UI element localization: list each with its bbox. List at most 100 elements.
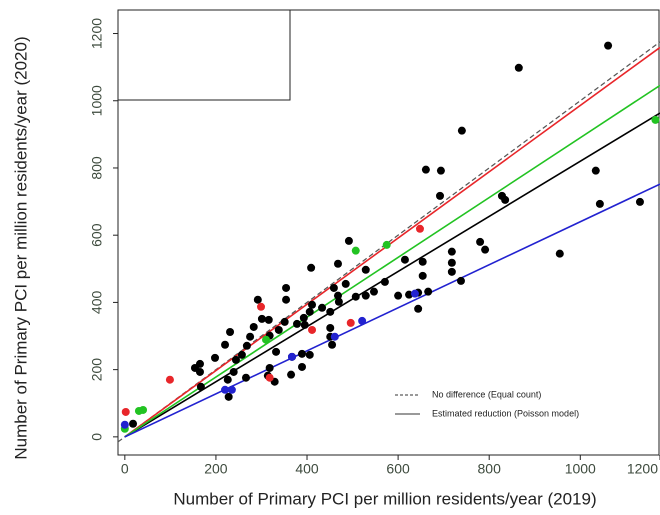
point bbox=[595, 199, 604, 208]
point bbox=[414, 304, 423, 313]
fit-line bbox=[124, 183, 660, 438]
point bbox=[231, 355, 240, 364]
point bbox=[257, 302, 266, 311]
fit-line bbox=[124, 84, 660, 438]
point bbox=[221, 340, 230, 349]
y-tick-label: 600 bbox=[89, 223, 105, 247]
point bbox=[333, 291, 342, 300]
point bbox=[253, 295, 262, 304]
point bbox=[326, 307, 335, 316]
point bbox=[264, 315, 273, 324]
point bbox=[418, 271, 427, 280]
x-tick-label: 200 bbox=[204, 461, 228, 477]
point bbox=[129, 419, 138, 428]
x-tick-label: 1200 bbox=[627, 461, 658, 477]
point bbox=[139, 405, 148, 414]
point bbox=[300, 320, 309, 329]
point bbox=[305, 350, 314, 359]
point bbox=[341, 279, 350, 288]
point bbox=[165, 375, 174, 384]
point bbox=[651, 115, 660, 124]
point bbox=[308, 325, 317, 334]
point bbox=[456, 276, 465, 285]
point bbox=[196, 382, 205, 391]
point bbox=[457, 126, 466, 135]
y-axis-title: Number of Primary PCI per million reside… bbox=[11, 36, 30, 459]
point bbox=[555, 249, 564, 258]
point bbox=[436, 191, 445, 200]
point bbox=[280, 317, 289, 326]
point bbox=[262, 335, 271, 344]
point bbox=[344, 236, 353, 245]
point bbox=[334, 297, 343, 306]
point bbox=[358, 316, 367, 325]
point bbox=[224, 392, 233, 401]
legend-fit: Estimated reduction (Poisson model) bbox=[432, 408, 579, 418]
legend-box bbox=[117, 9, 291, 101]
point bbox=[410, 289, 419, 298]
point bbox=[361, 291, 370, 300]
point bbox=[635, 197, 644, 206]
x-tick-label: 600 bbox=[386, 461, 410, 477]
x-tick-label: 400 bbox=[295, 461, 319, 477]
point bbox=[246, 332, 255, 341]
point bbox=[369, 287, 378, 296]
point bbox=[415, 224, 424, 233]
point bbox=[318, 303, 327, 312]
y-tick-label: 400 bbox=[89, 291, 105, 315]
fit-line bbox=[124, 46, 660, 438]
point bbox=[481, 245, 490, 254]
point bbox=[447, 247, 456, 256]
point bbox=[298, 349, 307, 358]
point bbox=[380, 277, 389, 286]
point bbox=[237, 350, 246, 359]
point bbox=[436, 166, 445, 175]
fit-legend: No difference (Equal count) Estimated re… bbox=[395, 389, 579, 418]
point bbox=[418, 257, 427, 266]
point bbox=[351, 292, 360, 301]
point bbox=[305, 307, 314, 316]
point bbox=[308, 300, 317, 309]
y-tick-label: 200 bbox=[89, 358, 105, 382]
point bbox=[514, 63, 523, 72]
y-tick-label: 1200 bbox=[89, 18, 105, 49]
plot-frame bbox=[117, 9, 660, 456]
x-tick-label: 800 bbox=[478, 461, 502, 477]
point bbox=[447, 258, 456, 267]
x-tick-label: 0 bbox=[121, 461, 129, 477]
point bbox=[211, 353, 220, 362]
point bbox=[227, 385, 236, 394]
point bbox=[382, 240, 391, 249]
point bbox=[394, 291, 403, 300]
point bbox=[274, 325, 283, 334]
point bbox=[282, 295, 291, 304]
point bbox=[265, 363, 274, 372]
point bbox=[287, 370, 296, 379]
point bbox=[591, 166, 600, 175]
point bbox=[121, 407, 130, 416]
point bbox=[265, 373, 274, 382]
point bbox=[421, 165, 430, 174]
legend-reference: No difference (Equal count) bbox=[432, 389, 541, 399]
point bbox=[400, 255, 409, 264]
point bbox=[249, 322, 258, 331]
point bbox=[292, 319, 301, 328]
point bbox=[346, 318, 355, 327]
point bbox=[476, 237, 485, 246]
point bbox=[272, 347, 281, 356]
point bbox=[326, 323, 335, 332]
point bbox=[298, 362, 307, 371]
point bbox=[405, 290, 414, 299]
point bbox=[223, 375, 232, 384]
point bbox=[330, 332, 339, 341]
point bbox=[328, 340, 337, 349]
point bbox=[282, 283, 291, 292]
point bbox=[257, 314, 266, 323]
x-tick-label: 1000 bbox=[565, 461, 596, 477]
point bbox=[120, 420, 129, 429]
point bbox=[226, 327, 235, 336]
point bbox=[287, 352, 296, 361]
point bbox=[229, 367, 238, 376]
point bbox=[333, 259, 342, 268]
